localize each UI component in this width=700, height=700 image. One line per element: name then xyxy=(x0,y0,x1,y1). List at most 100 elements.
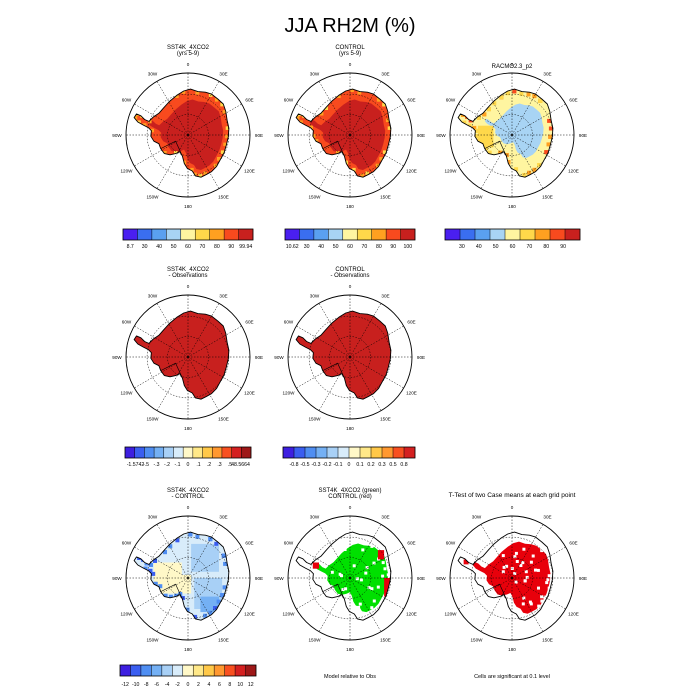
meridian-line xyxy=(156,134,189,189)
colorbar-label: 90 xyxy=(560,244,566,250)
land-difference xyxy=(296,311,391,400)
colorbar-swatch xyxy=(173,447,184,458)
colorbar-swatch xyxy=(357,229,372,240)
gap-cell xyxy=(371,609,375,613)
colorbar-label: 60 xyxy=(510,244,516,250)
longitude-label: 150E xyxy=(380,416,391,421)
colorbar-swatch xyxy=(214,665,225,676)
land-field xyxy=(134,311,229,400)
longitude-labels: 0 30E 60E 90E 120E 150E 180 150W 120W 90W 60W 30W xyxy=(112,62,263,209)
longitude-label: 120W xyxy=(444,611,457,616)
coastal-cell xyxy=(198,173,203,178)
ice-shelf-line xyxy=(160,140,183,157)
longitude-label: 90W xyxy=(436,576,446,581)
map-panel-6: SST4K_4XCO2- CONTROL 0 30E 60E 90E 120E 150E 18… xyxy=(112,488,263,688)
colorbar-label: 40 xyxy=(156,244,162,250)
meridian-line xyxy=(511,546,566,579)
colorbar-swatch xyxy=(400,229,416,240)
colorbar-swatch xyxy=(120,665,131,676)
colorbar-label: .3 xyxy=(217,462,221,468)
non-significant-cell xyxy=(534,568,537,572)
longitude-label: 30W xyxy=(472,71,482,76)
colorbar-label: 8 xyxy=(228,682,231,688)
coastal-cell xyxy=(203,613,208,618)
coastal-cell xyxy=(217,157,221,161)
meridian-line xyxy=(458,577,513,610)
latitude-circle xyxy=(167,114,209,156)
longitude-label: 120E xyxy=(244,611,255,616)
colorbar-frame xyxy=(124,446,252,459)
coastal-cell xyxy=(203,171,207,175)
coastal-cell xyxy=(548,134,553,139)
meridian-line xyxy=(134,356,189,389)
meridian-line xyxy=(349,356,382,411)
non-significant-cell xyxy=(515,560,519,563)
non-significant-cell xyxy=(536,568,540,572)
colorbar-label: 30 xyxy=(304,244,310,250)
coastal-cell xyxy=(220,150,225,154)
latitude-circle xyxy=(329,336,371,378)
meridian-line xyxy=(296,325,351,358)
non-significant-cell xyxy=(521,602,525,606)
longitude-label: 120E xyxy=(244,390,255,395)
latitude-circle xyxy=(470,536,554,620)
colorbar-swatch xyxy=(209,229,225,240)
colorbar-label: 10.62 xyxy=(286,244,299,250)
gap-cell xyxy=(364,571,368,575)
meridian-line xyxy=(187,546,242,579)
meridian-line xyxy=(187,356,242,389)
non-significant-cell xyxy=(540,599,544,603)
colorbar-label: -1.5742 xyxy=(127,462,145,468)
land-field xyxy=(296,89,391,178)
colorbar-label: 60 xyxy=(347,244,353,250)
non-significant-cell xyxy=(522,596,526,600)
coastal-cell xyxy=(163,550,167,555)
meridian-line xyxy=(511,577,544,632)
non-significant-cell xyxy=(510,567,514,570)
gap-cell xyxy=(370,606,374,610)
plateau-region xyxy=(484,103,544,158)
colorbar-swatch xyxy=(565,229,581,240)
coastal-cell xyxy=(163,151,167,155)
gap-cell xyxy=(344,597,348,601)
coastal-cell xyxy=(163,593,168,598)
longitude-label: 0 xyxy=(349,505,352,510)
colorbar-swatch xyxy=(161,665,173,676)
latitude-circle xyxy=(146,536,230,620)
coastal-cell xyxy=(474,134,479,139)
coastal-cell xyxy=(477,115,481,120)
map-boundary xyxy=(125,72,251,198)
coastal-cell xyxy=(168,544,173,549)
colorbar-swatch xyxy=(241,447,252,458)
colorbar-label: 30 xyxy=(142,244,148,250)
coastal-cell xyxy=(546,142,551,147)
panel-title: SST4K_4XCO2 xyxy=(167,488,210,494)
coastal-cell xyxy=(137,120,141,124)
colorbar-label: 100 xyxy=(403,244,412,250)
longitude-label: 90W xyxy=(274,576,284,581)
colorbar-swatch xyxy=(134,447,145,458)
colorbar-label: 30 xyxy=(459,244,465,250)
meridian-line xyxy=(349,81,382,136)
colorbar-label: 80 xyxy=(376,244,382,250)
map-boundary xyxy=(449,515,575,641)
longitude-label: 150W xyxy=(308,637,321,642)
colorbar-swatch xyxy=(404,447,416,458)
panel-title: (yrs 5-9) xyxy=(177,51,199,57)
meridian-line xyxy=(318,577,351,632)
colorbar-label: .2 xyxy=(207,462,211,468)
colorbar-swatch xyxy=(183,447,194,458)
non-significant-cell xyxy=(543,595,547,599)
gap-cell xyxy=(381,574,385,578)
coastal-cell xyxy=(337,94,341,98)
colorbar-label: -2 xyxy=(175,682,180,688)
colorbar-swatch xyxy=(460,229,476,240)
longitude-label: 90E xyxy=(579,133,587,138)
gap-cell xyxy=(365,566,369,570)
longitude-label: 30E xyxy=(219,514,227,519)
colorbar: 10.62 30 40 50 60 70 80 90 100 xyxy=(284,228,416,250)
colorbar-swatch xyxy=(360,447,372,458)
gap-cell xyxy=(330,570,334,574)
longitude-label: 120W xyxy=(282,611,295,616)
colorbar-label: 8.7 xyxy=(127,244,134,250)
